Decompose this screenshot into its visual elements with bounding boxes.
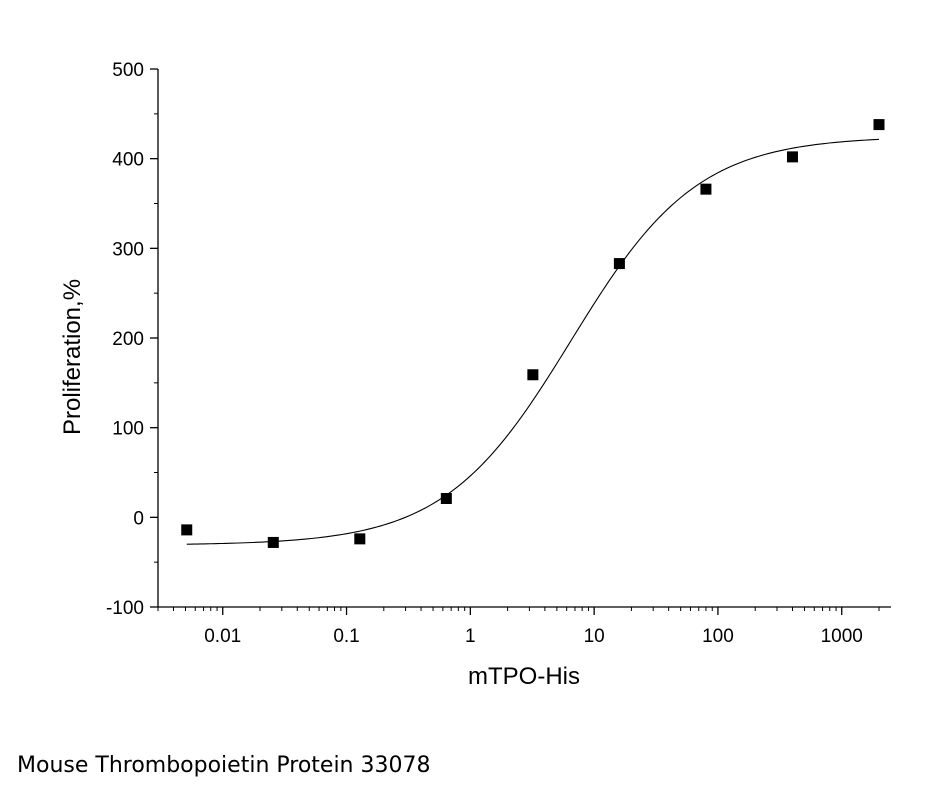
x-tick-label: 10 <box>584 626 605 647</box>
y-tick-label: 400 <box>112 150 144 171</box>
fit-curve-layer <box>186 138 880 545</box>
x-tick-label: 1000 <box>821 626 863 647</box>
data-points-layer <box>181 119 885 548</box>
x-axis: 0.01 0.1 1 10 100 1000 <box>157 606 891 647</box>
data-point <box>786 151 798 163</box>
y-axis: -100 0 100 200 300 400 500 <box>106 60 159 619</box>
data-point <box>527 369 539 381</box>
x-tick-label: 100 <box>702 626 734 647</box>
fit-curve <box>186 138 880 545</box>
x-tick-label: 1 <box>465 626 476 647</box>
x-axis-title: mTPO-His <box>468 663 580 690</box>
y-tick-label: 0 <box>133 508 144 529</box>
data-point <box>873 119 885 131</box>
y-tick-label: 300 <box>112 239 144 260</box>
y-axis-title: Proliferation,% <box>59 279 86 435</box>
data-point <box>440 493 452 505</box>
x-tick-label: 0.01 <box>204 626 241 647</box>
data-point <box>613 258 625 270</box>
y-tick-label: 100 <box>112 419 144 440</box>
dose-response-chart: -100 0 100 200 300 400 500 0.01 0.1 1 10 100 1000 m… <box>59 60 891 690</box>
y-tick-label: 500 <box>112 60 144 81</box>
data-point <box>267 536 279 548</box>
y-tick-label: -100 <box>106 598 144 619</box>
data-point <box>181 524 193 536</box>
data-point <box>700 183 712 195</box>
x-tick-label: 0.1 <box>333 626 359 647</box>
y-tick-label: 200 <box>112 329 144 350</box>
data-point <box>354 533 366 545</box>
figure-caption: Mouse Thrombopoietin Protein 33078 <box>17 753 431 778</box>
